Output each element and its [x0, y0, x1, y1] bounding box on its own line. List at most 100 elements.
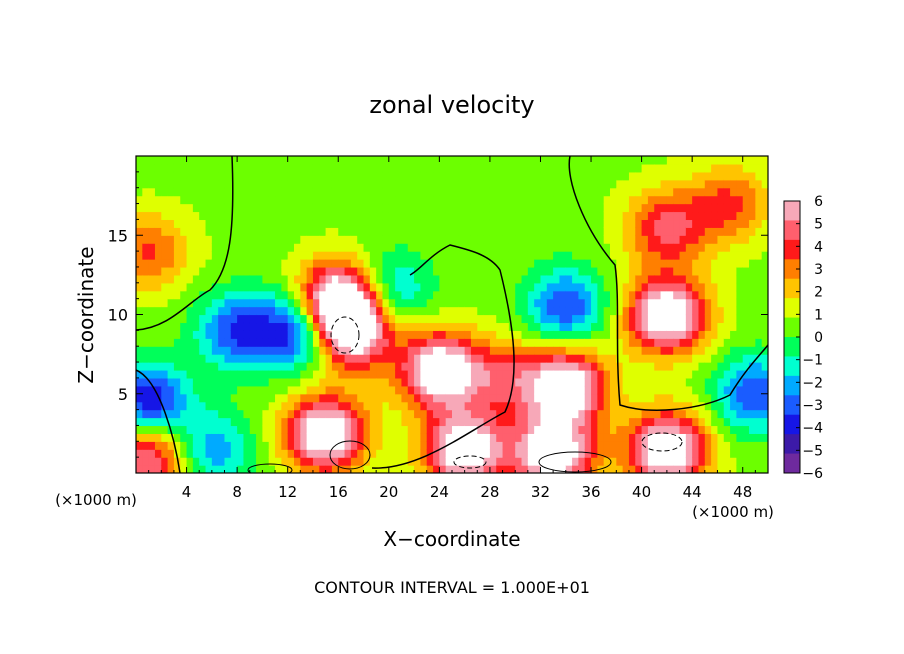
heatmap-cell — [761, 156, 768, 165]
heatmap-cell — [464, 195, 472, 205]
heatmap-cell — [420, 369, 428, 379]
heatmap-cell — [603, 282, 611, 292]
heatmap-cell — [742, 385, 750, 395]
heatmap-cell — [262, 274, 270, 284]
heatmap-cell — [426, 385, 434, 395]
heatmap-cell — [673, 179, 681, 189]
heatmap-cell — [395, 417, 403, 427]
heatmap-cell — [249, 163, 257, 173]
heatmap-cell — [420, 195, 428, 205]
heatmap-cell — [704, 362, 712, 371]
heatmap-cell — [148, 457, 156, 466]
heatmap-cell — [742, 457, 750, 466]
heatmap-cell — [167, 235, 175, 244]
heatmap-cell — [331, 362, 339, 371]
heatmap-cell — [742, 195, 750, 205]
heatmap-cell — [711, 330, 719, 339]
heatmap-cell — [477, 171, 485, 181]
heatmap-cell — [717, 401, 725, 411]
heatmap-cell — [154, 171, 162, 181]
heatmap-cell — [496, 171, 504, 181]
heatmap-cell — [679, 314, 687, 324]
heatmap-cell — [692, 417, 700, 427]
heatmap-cell — [534, 385, 542, 395]
heatmap-cell — [521, 195, 529, 205]
heatmap-cell — [660, 235, 668, 244]
heatmap-cell — [704, 409, 712, 419]
heatmap-cell — [679, 393, 687, 403]
heatmap-cell — [350, 306, 358, 316]
heatmap-cell — [559, 195, 567, 205]
heatmap-cell — [603, 298, 611, 308]
heatmap-cell — [192, 401, 200, 411]
heatmap-cell — [281, 449, 289, 458]
heatmap-cell — [610, 425, 617, 434]
heatmap-cell — [673, 298, 681, 308]
heatmap-cell — [508, 457, 516, 466]
heatmap-cell — [199, 266, 207, 276]
heatmap-cell — [363, 187, 371, 197]
heatmap-cell — [136, 203, 143, 213]
heatmap-cell — [559, 227, 567, 236]
heatmap-cell — [673, 235, 681, 244]
heatmap-cell — [540, 385, 548, 395]
heatmap-cell — [287, 227, 295, 236]
heatmap-cell — [635, 187, 643, 197]
heatmap-cell — [572, 401, 579, 411]
solid-contour-1 — [538, 451, 612, 473]
heatmap-cell — [350, 274, 358, 284]
heatmap-cell — [294, 330, 301, 339]
heatmap-cell — [502, 156, 510, 165]
heatmap-cell — [591, 274, 598, 284]
heatmap-cell — [553, 290, 561, 300]
heatmap-cell — [483, 401, 491, 411]
heatmap-cell — [584, 401, 592, 411]
heatmap-cell — [344, 322, 352, 331]
heatmap-cell — [730, 441, 737, 450]
heatmap-cell — [148, 393, 156, 403]
heatmap-cell — [616, 449, 624, 458]
heatmap-cell — [603, 330, 611, 339]
heatmap-cell — [433, 259, 440, 268]
heatmap-cell — [186, 187, 194, 197]
heatmap-cell — [534, 163, 542, 173]
heatmap-cell — [730, 306, 737, 316]
heatmap-cell — [382, 465, 390, 473]
heatmap-cell — [736, 187, 744, 197]
heatmap-cell — [717, 235, 725, 244]
heatmap-cell — [306, 330, 314, 339]
heatmap-cell — [161, 282, 169, 292]
heatmap-cell — [717, 306, 725, 316]
heatmap-cell — [268, 219, 276, 228]
heatmap-cell — [407, 219, 415, 228]
heatmap-cell — [654, 251, 662, 260]
heatmap-cell — [325, 377, 333, 387]
heatmap-cell — [515, 219, 523, 228]
heatmap-cell — [755, 235, 763, 244]
heatmap-cell — [527, 251, 535, 260]
heatmap-cell — [666, 219, 674, 228]
heatmap-cell — [407, 235, 415, 244]
heatmap-cell — [496, 235, 504, 244]
heatmap-cell — [578, 179, 586, 189]
heatmap-cell — [439, 314, 447, 324]
heatmap-cell — [148, 243, 156, 252]
heatmap-cell — [483, 251, 491, 260]
heatmap-cell — [641, 385, 649, 395]
heatmap-cell — [275, 203, 282, 213]
heatmap-cell — [142, 274, 150, 284]
heatmap-cell — [439, 298, 447, 308]
heatmap-cell — [445, 274, 453, 284]
heatmap-cell — [704, 259, 712, 268]
heatmap-cell — [742, 354, 750, 363]
heatmap-cell — [319, 377, 327, 387]
heatmap-cell — [154, 377, 162, 387]
heatmap-cell — [142, 156, 150, 165]
heatmap-cell — [496, 330, 504, 339]
heatmap-cell — [502, 235, 510, 244]
heatmap-cell — [445, 330, 453, 339]
heatmap-cell — [167, 219, 175, 228]
heatmap-cell — [641, 203, 649, 213]
heatmap-cell — [502, 362, 510, 371]
heatmap-cell — [395, 243, 403, 252]
